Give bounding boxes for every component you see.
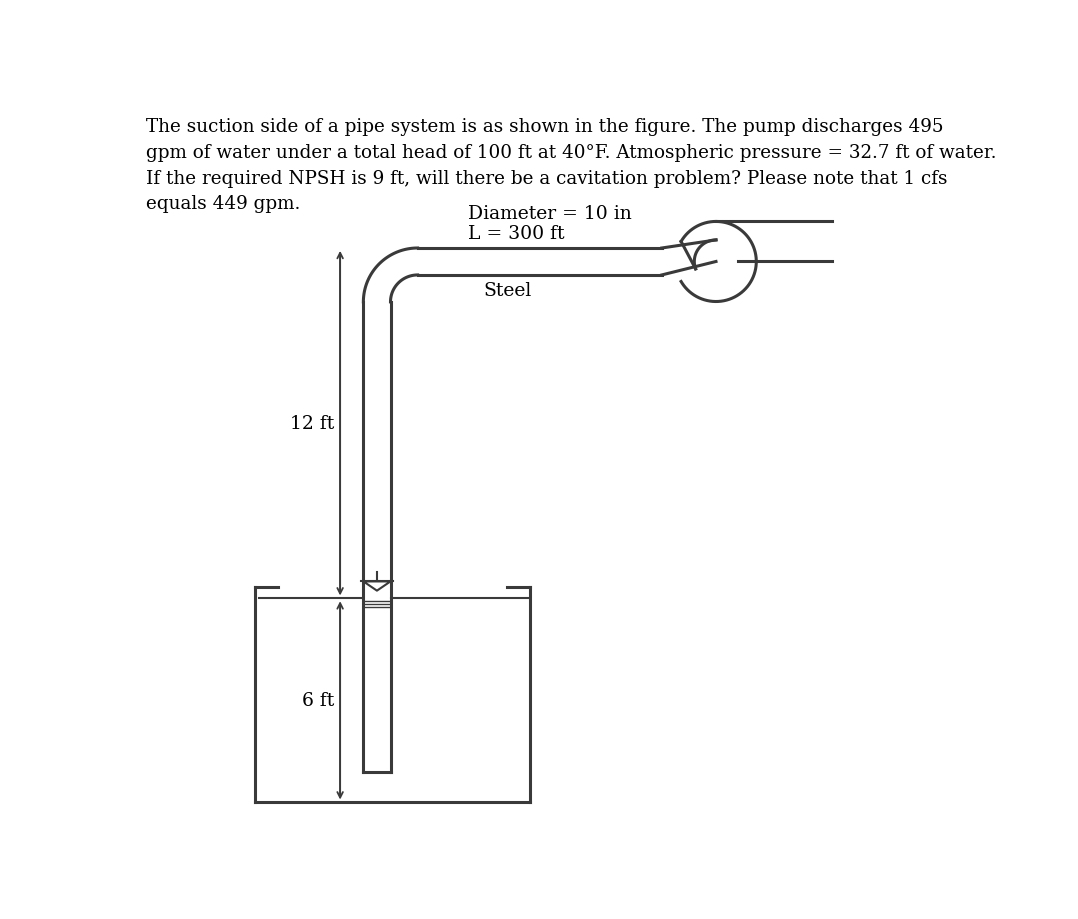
- Text: Steel: Steel: [484, 282, 531, 300]
- Text: 6 ft: 6 ft: [302, 692, 334, 709]
- Text: L = 300 ft: L = 300 ft: [468, 224, 565, 243]
- Text: Diameter = 10 in: Diameter = 10 in: [468, 205, 632, 223]
- Text: 12 ft: 12 ft: [290, 414, 334, 433]
- Text: The suction side of a pipe system is as shown in the figure. The pump discharges: The suction side of a pipe system is as …: [146, 118, 996, 213]
